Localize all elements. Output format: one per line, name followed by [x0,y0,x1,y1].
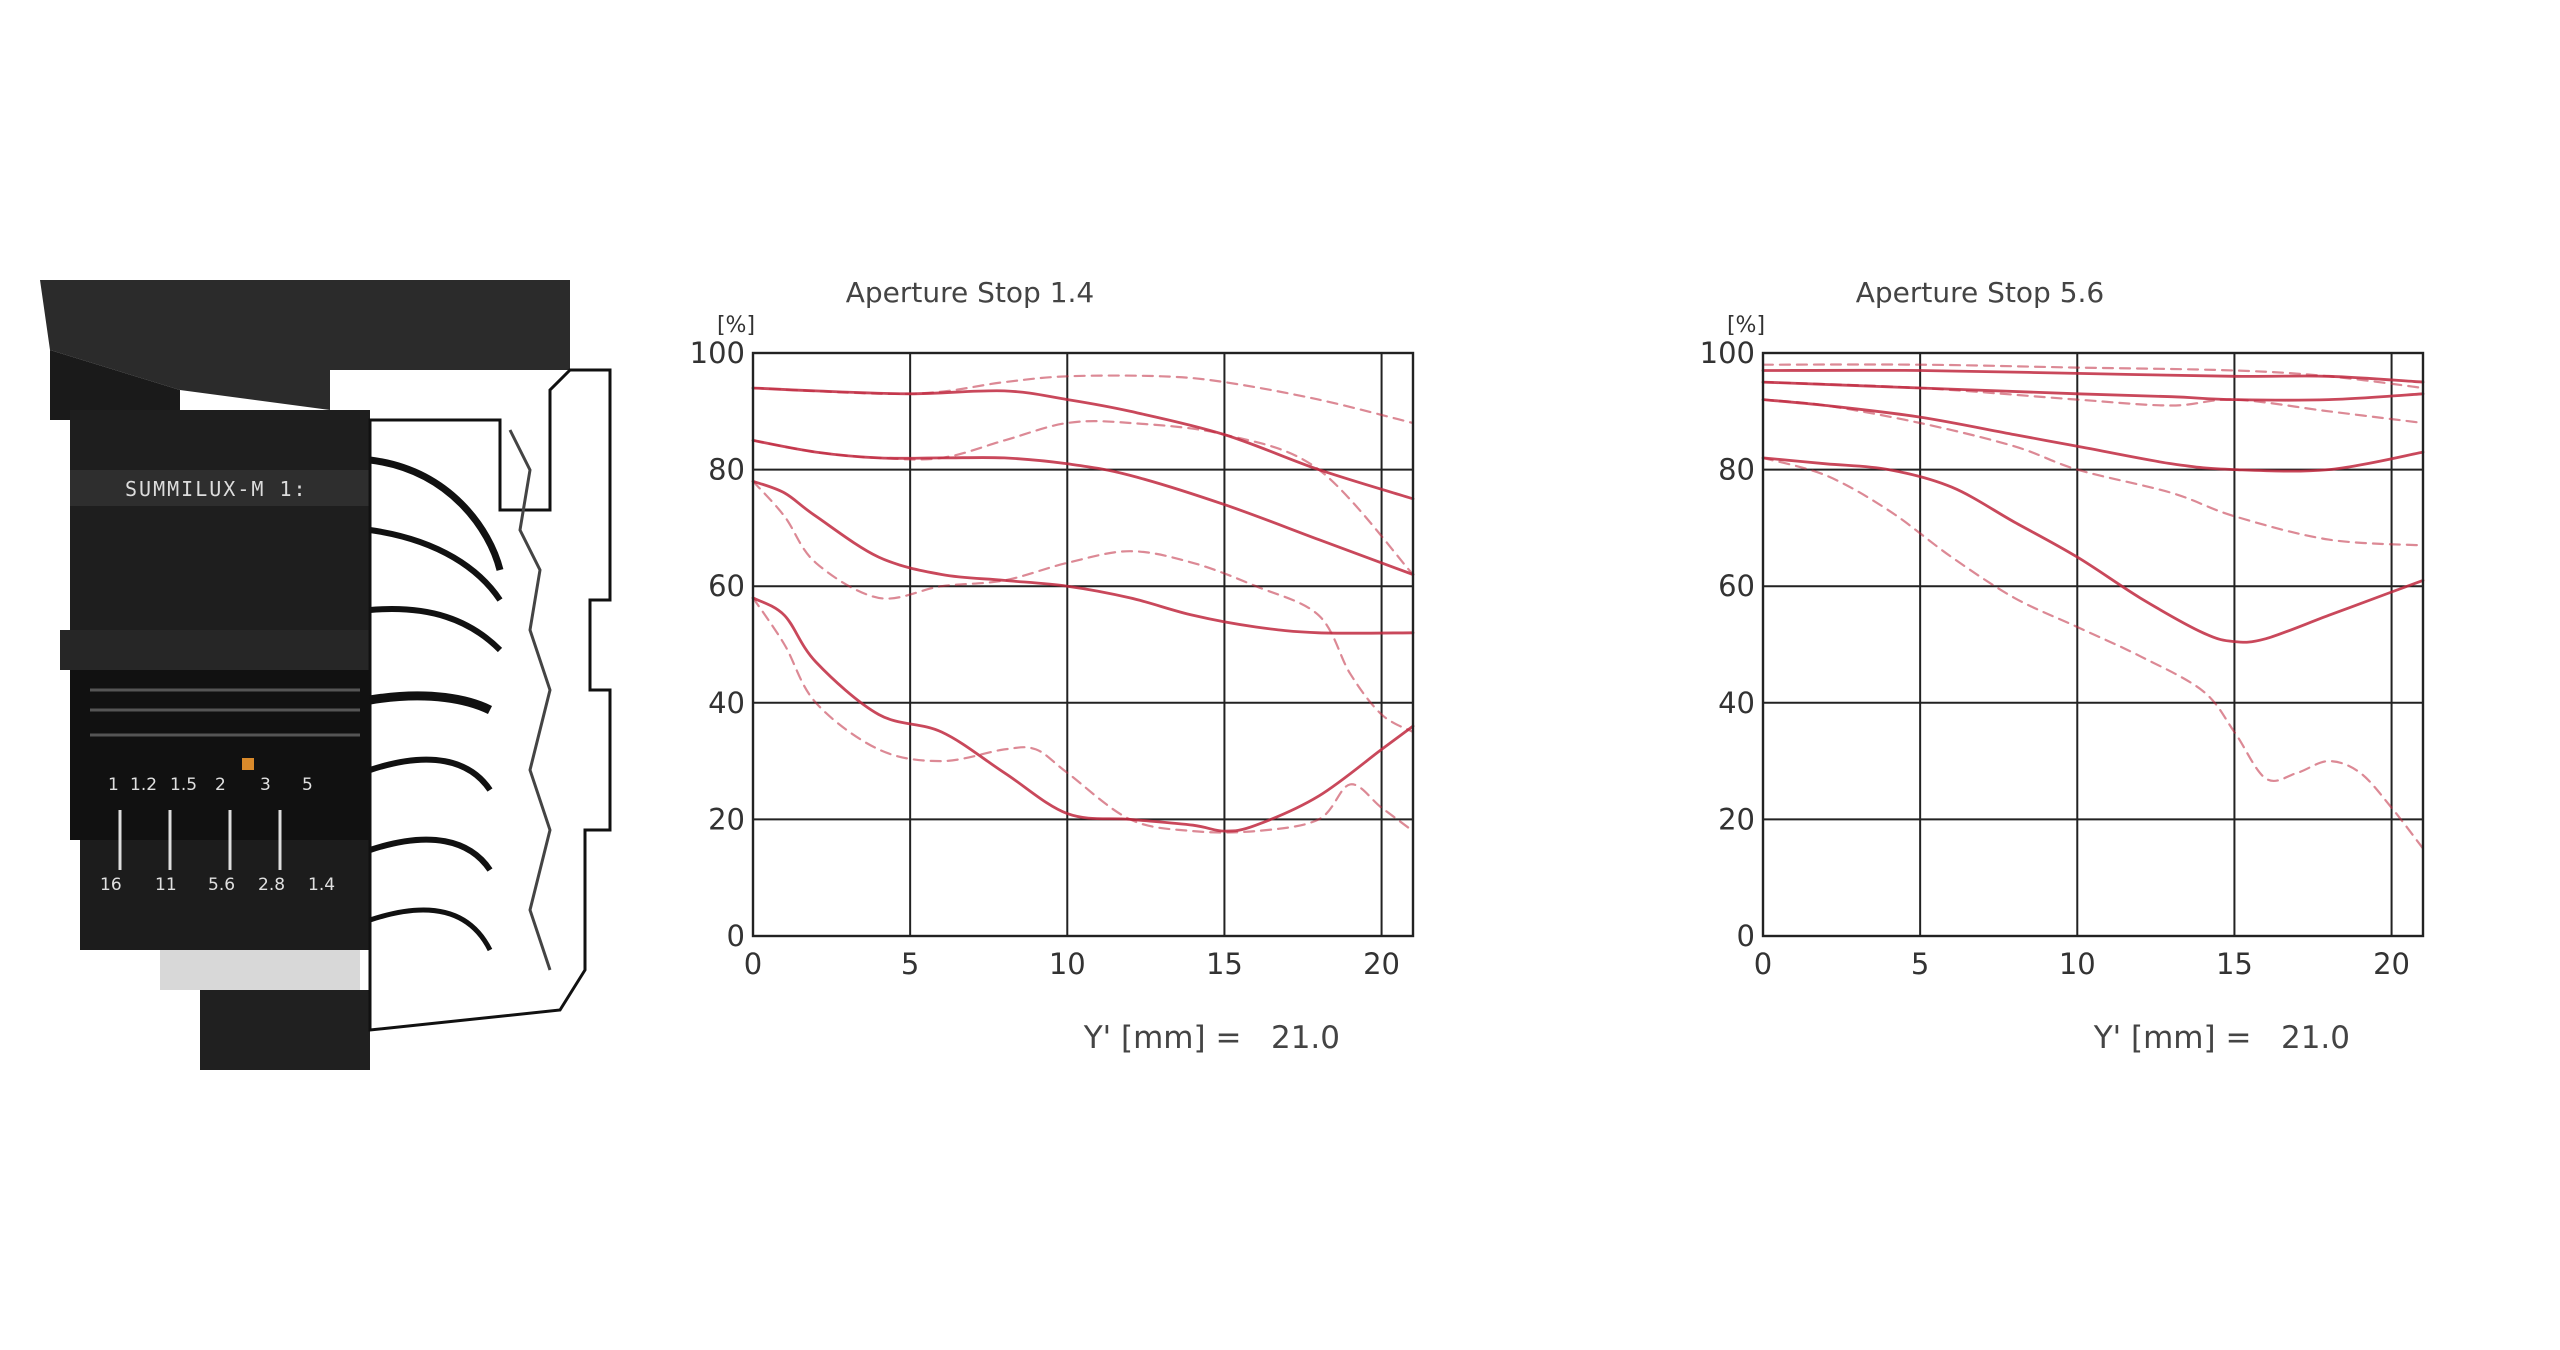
mtf-curve-8 [1761,456,2425,850]
focus-mark: 5.6 [208,875,235,895]
x-tick-label: 20 [2373,947,2410,981]
y-tick-label: 40 [708,686,745,720]
y-tick-label: 40 [1718,686,1755,720]
chart-title: Aperture Stop 1.4 [846,276,1095,309]
x-tick-label: 20 [1363,947,1400,981]
x-tick-label: 15 [2216,947,2253,981]
distance-mark: 1 [108,775,119,795]
lens-barrel [60,410,370,1070]
distance-mark: 3 [260,775,271,795]
tick-labels: 0 5 10 15 20 0 20 40 60 80 100 [1700,336,2410,981]
focus-scale: 16 11 5.6 2.8 1.4 [100,875,335,895]
tick-labels: 0 5 10 15 20 0 20 40 60 80 100 [690,336,1400,981]
y-tick-label: 100 [690,336,745,370]
mtf-curve-6 [1761,398,2425,547]
mtf-curve-5 [751,479,1415,635]
x-tick-label: 10 [1049,947,1086,981]
x-tick-label: 15 [1206,947,1243,981]
lens-engraving: SUMMILUX-M 1: [125,477,308,501]
focus-mark: 2.8 [258,875,285,895]
lens-hood [40,280,570,420]
y-tick-label: 60 [708,569,745,603]
distance-mark: 1.5 [170,775,197,795]
mtf-curve-7 [751,596,1415,833]
mtf-curve-4 [751,420,1415,576]
plot-frame [751,351,1415,938]
distance-mark: 1.2 [130,775,157,795]
y-tick-label: 100 [1700,336,1755,370]
y-tick-label: 0 [727,919,745,953]
y-tick-label: 80 [1718,453,1755,487]
mtf-curve-8 [751,596,1415,834]
mtf-curve-2 [1761,363,2425,390]
distance-mark: 2 [215,775,226,795]
y-tick-label: 20 [708,802,745,836]
series-group [1761,363,2425,850]
grid [1762,352,2423,937]
distance-scale: 1 1.2 1.5 2 3 5 [108,758,313,795]
x-tick-label: 0 [1754,947,1772,981]
x-axis-label: Y' [mm] = 21.0 [1083,1020,1340,1056]
mtf-curve-4 [1761,381,2425,425]
mtf-curve-3 [751,439,1415,576]
focus-mark: 16 [100,875,122,895]
plot-frame [1761,351,2425,938]
y-tick-label: 60 [1718,569,1755,603]
y-axis-unit: [%] [717,313,755,338]
chart-title: Aperture Stop 5.6 [1856,276,2105,309]
lens-accent-mark [242,758,254,770]
mtf-curve-7 [1761,456,2425,644]
y-tick-label: 20 [1718,802,1755,836]
focus-mark: 1.4 [308,875,335,895]
distance-mark: 5 [302,775,313,795]
y-tick-label: 0 [1737,919,1755,953]
series-group [751,374,1415,834]
x-tick-label: 5 [901,947,919,981]
lens-cutaway-image: SUMMILUX-M 1: 1 1.2 1.5 2 3 5 16 11 5.6 … [40,280,612,1070]
y-tick-label: 80 [708,453,745,487]
x-tick-label: 10 [2059,947,2096,981]
lens-cutaway-section [368,368,612,1032]
x-axis-label: Y' [mm] = 21.0 [2093,1020,2350,1056]
grid [752,352,1413,937]
mtf-chart-aperture-1-4: Aperture Stop 1.4 [%] 0 5 10 15 20 0 20 40 60 80 1… [690,276,1415,1056]
mtf-curve-3 [1761,380,2425,402]
mtf-curve-1 [751,386,1415,501]
mtf-chart-aperture-5-6: Aperture Stop 5.6 [%] 0 5 10 15 20 0 20 40 60 80 1… [1700,276,2425,1056]
x-tick-label: 0 [744,947,762,981]
mtf-curve-2 [751,374,1415,425]
x-tick-label: 5 [1911,947,1929,981]
mtf-curve-6 [751,480,1415,734]
focus-mark: 11 [155,875,177,895]
mtf-curve-5 [1761,398,2425,473]
y-axis-unit: [%] [1727,313,1765,338]
lens-scale-lines [90,688,360,870]
